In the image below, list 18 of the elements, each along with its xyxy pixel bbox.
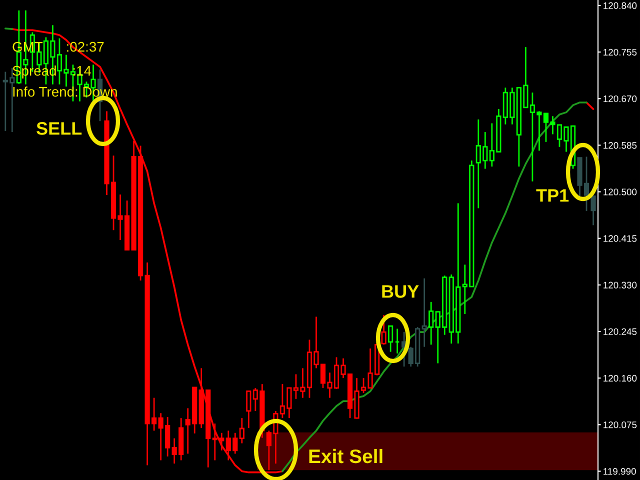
y-tick-label: 120.330 (604, 282, 637, 288)
candlestick (590, 195, 596, 226)
y-tick-label: 120.755 (604, 48, 637, 56)
y-tick-label: 120.840 (604, 2, 637, 9)
y-tick-label: 120.585 (604, 142, 637, 149)
annotation: SELL (36, 122, 82, 135)
annotation: BUY (382, 285, 419, 298)
y-tick-label: 120.500 (604, 188, 637, 196)
y-tick-label: 120.075 (604, 421, 637, 428)
y-tick-label: 120.415 (604, 235, 637, 242)
y-tick-label: 120.160 (604, 374, 637, 382)
y-tick-label: 120.670 (604, 95, 637, 102)
candlestick (246, 390, 252, 429)
candlestick (239, 417, 244, 444)
annotation: Exit Sell (309, 448, 382, 464)
annotation: TP1 (536, 189, 569, 202)
y-tick-label: 119.990 (604, 468, 636, 475)
y-tick-label: 120.245 (604, 328, 637, 336)
